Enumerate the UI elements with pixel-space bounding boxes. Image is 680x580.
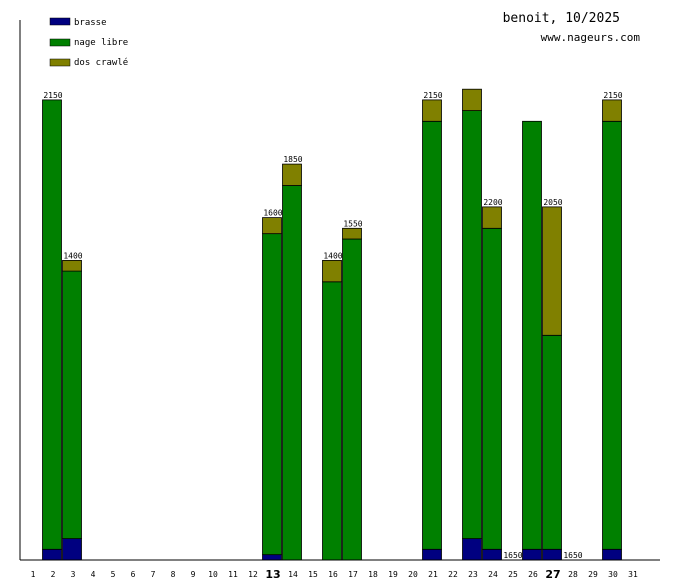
x-tick-day-20: 20 — [408, 570, 418, 579]
x-tick-day-31: 31 — [628, 570, 638, 579]
x-tick-day-11: 11 — [228, 570, 238, 579]
bar-brasse-day-24 — [482, 548, 502, 561]
total-label-day-28: 1650 — [563, 551, 582, 560]
bar-nage-libre-day-17 — [342, 238, 362, 561]
total-label-day-30: 2150 — [603, 91, 622, 100]
bar-nage-libre-day-16 — [322, 281, 342, 561]
x-tick-day-19: 19 — [388, 570, 398, 579]
x-tick-day-15: 15 — [308, 570, 318, 579]
x-tick-day-12: 12 — [248, 570, 258, 579]
x-tick-day-3: 3 — [71, 570, 76, 579]
x-tick-day-21: 21 — [428, 570, 438, 579]
total-label-day-21: 2150 — [423, 91, 442, 100]
bar-nage-libre-day-13 — [262, 233, 282, 556]
x-tick-day-6: 6 — [131, 570, 136, 579]
bar-brasse-day-21 — [422, 548, 442, 561]
x-tick-day-18: 18 — [368, 570, 378, 579]
x-tick-day-7: 7 — [151, 570, 156, 579]
legend-swatch-brasse — [49, 17, 71, 26]
bar-dos-crawle-day-16 — [322, 259, 342, 283]
total-label-day-3: 1400 — [63, 251, 82, 260]
total-label-day-24: 2200 — [483, 198, 502, 207]
x-tick-day-23: 23 — [468, 570, 478, 579]
bar-dos-crawle-day-27 — [542, 206, 562, 336]
bar-nage-libre-day-23 — [462, 110, 482, 539]
bar-brasse-day-27 — [542, 548, 562, 561]
x-tick-day-4: 4 — [91, 570, 96, 579]
total-label-day-25: 1650 — [503, 551, 522, 560]
bar-dos-crawle-day-14 — [282, 163, 302, 186]
total-labels-group: 2150 1400 1600 1850 1400 1550 2150 2200 1650 2050… — [43, 91, 622, 560]
x-tick-day-26: 26 — [528, 570, 538, 579]
x-tick-day-5: 5 — [111, 570, 116, 579]
bar-dos-crawle-day-30 — [602, 99, 622, 122]
x-tick-day-8: 8 — [171, 570, 176, 579]
total-label-day-2: 2150 — [43, 91, 62, 100]
legend-label-nage-libre: nage libre — [74, 38, 128, 48]
chart-title: benoit, 10/2025 — [503, 11, 620, 26]
bar-brasse-day-3 — [62, 538, 82, 561]
total-label-day-16: 1400 — [323, 251, 342, 260]
x-tick-day-14: 14 — [288, 570, 298, 579]
bar-nage-libre-day-14 — [282, 185, 302, 561]
bar-brasse-day-23 — [462, 538, 482, 561]
bar-nage-libre-day-30 — [602, 120, 622, 550]
bar-nage-libre-day-21 — [422, 120, 442, 550]
legend-label-dos-crawle: dos crawlé — [74, 57, 128, 68]
x-tick-day-25: 25 — [508, 570, 518, 579]
legend-swatch-nage-libre — [49, 38, 71, 47]
x-tick-day-9: 9 — [191, 570, 196, 579]
bar-brasse-day-30 — [602, 548, 622, 561]
x-tick-day-29: 29 — [588, 570, 598, 579]
x-tick-day-28: 28 — [568, 570, 578, 579]
bar-dos-crawle-day-23 — [462, 88, 482, 111]
bar-dos-crawle-day-24 — [482, 206, 502, 229]
total-label-day-27: 2050 — [543, 198, 562, 207]
x-tick-day-16: 16 — [328, 570, 338, 579]
bar-dos-crawle-day-17 — [342, 227, 362, 240]
x-tick-day-24: 24 — [488, 570, 498, 579]
legend-swatch-dos-crawle — [49, 58, 71, 67]
bar-nage-libre-day-2 — [42, 99, 62, 550]
bar-dos-crawle-day-21 — [422, 99, 442, 122]
x-tick-day-27: 27 — [545, 568, 560, 580]
x-tick-day-2: 2 — [51, 570, 56, 579]
bar-dos-crawle-day-13 — [262, 217, 282, 235]
bar-nage-libre-day-24 — [482, 227, 502, 550]
x-tick-day-13: 13 — [265, 568, 280, 580]
bar-brasse-day-2 — [42, 548, 62, 561]
x-tick-day-17: 17 — [348, 570, 358, 579]
x-tick-day-1: 1 — [31, 570, 36, 579]
total-label-day-13: 1600 — [263, 209, 282, 218]
x-tick-day-10: 10 — [208, 570, 218, 579]
x-tick-day-30: 30 — [608, 570, 618, 579]
bar-brasse-day-26 — [522, 548, 542, 561]
bar-nage-libre-day-26 — [522, 120, 542, 550]
bars-group — [42, 88, 622, 561]
bar-brasse-day-13 — [262, 554, 282, 561]
legend-label-brasse: brasse — [74, 18, 107, 28]
total-label-day-14: 1850 — [283, 155, 302, 164]
total-label-day-17: 1550 — [343, 219, 362, 228]
bar-nage-libre-day-27 — [542, 334, 562, 550]
legend: brasse nage libre dos crawlé — [49, 17, 128, 68]
bar-dos-crawle-day-3 — [62, 259, 82, 272]
bar-nage-libre-day-3 — [62, 270, 82, 540]
x-tick-day-22: 22 — [448, 570, 458, 579]
site-url: www.nageurs.com — [541, 31, 641, 44]
x-tick-labels: 1 2 3 4 5 6 7 8 9 10 11 12 13 14 15 16 17 18 19 20 21 22 23 24 2… — [31, 568, 638, 580]
